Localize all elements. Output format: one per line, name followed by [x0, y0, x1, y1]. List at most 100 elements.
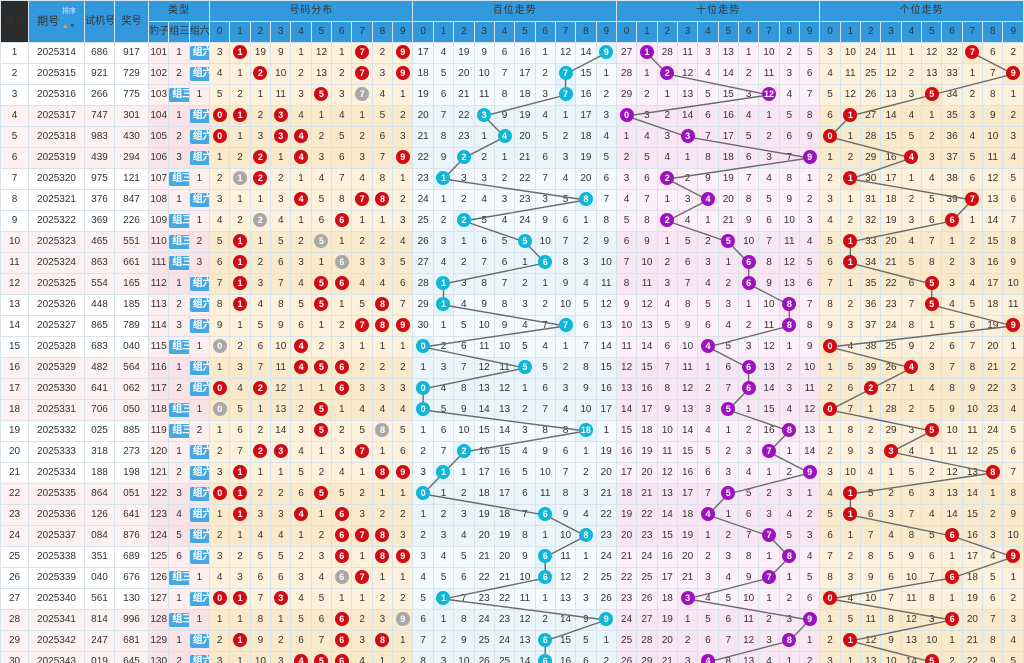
distribution-cell[interactable]: 4 [209, 210, 231, 232]
trend-miss-cell[interactable]: 3 [860, 441, 882, 463]
distribution-cell[interactable]: 6 [371, 126, 394, 148]
trend-miss-cell[interactable]: 10 [534, 462, 556, 484]
distribution-hit-cell[interactable]: 6 [331, 567, 353, 589]
trend-miss-cell[interactable]: 4 [778, 399, 801, 421]
trend-miss-cell[interactable]: 9 [554, 273, 577, 295]
trend-miss-cell[interactable]: 5 [514, 336, 536, 358]
trend-miss-cell[interactable]: 2 [798, 504, 821, 526]
trend-miss-cell[interactable]: 10 [514, 567, 536, 589]
trend-miss-cell[interactable]: 12 [982, 168, 1004, 190]
trend-miss-cell[interactable]: 10 [839, 462, 862, 484]
trend-miss-cell[interactable]: 9 [676, 315, 699, 337]
trend-miss-cell[interactable]: 1 [493, 147, 516, 169]
trend-miss-cell[interactable]: 5 [432, 399, 455, 421]
trend-hit-cell[interactable]: 8 [575, 189, 597, 211]
trend-miss-cell[interactable]: 9 [982, 105, 1004, 127]
trend-hit-cell[interactable]: 8 [778, 420, 801, 442]
trend-miss-cell[interactable]: 4 [717, 567, 739, 589]
trend-miss-cell[interactable]: 8 [758, 252, 780, 274]
trend-miss-cell[interactable]: 2 [432, 630, 455, 652]
distribution-cell[interactable]: 3 [351, 147, 373, 169]
distribution-cell[interactable]: 3 [229, 357, 251, 379]
distribution-hit-cell[interactable]: 6 [331, 504, 353, 526]
trend-miss-cell[interactable]: 5 [453, 546, 475, 568]
trend-hit-cell[interactable]: 9 [798, 147, 821, 169]
trend-miss-cell[interactable]: 9 [880, 630, 902, 652]
distribution-cell[interactable]: 6 [331, 147, 353, 169]
distribution-cell[interactable]: 3 [229, 567, 251, 589]
trend-miss-cell[interactable]: 2 [758, 126, 780, 148]
distribution-cell[interactable]: 3 [290, 84, 312, 106]
trend-miss-cell[interactable]: 8 [656, 378, 678, 400]
trend-miss-cell[interactable]: 8 [615, 273, 638, 295]
distribution-cell[interactable]: 6 [310, 210, 333, 232]
trend-hit-cell[interactable]: 4 [697, 651, 719, 663]
trend-miss-cell[interactable]: 20 [982, 336, 1004, 358]
trend-miss-cell[interactable]: 11 [860, 609, 882, 631]
trend-miss-cell[interactable]: 3 [737, 336, 760, 358]
trend-miss-cell[interactable]: 9 [982, 651, 1004, 663]
trend-hit-cell[interactable]: 1 [839, 168, 862, 190]
distribution-hit-cell[interactable]: 4 [290, 504, 312, 526]
trend-miss-cell[interactable]: 20 [615, 525, 638, 547]
trend-hit-cell[interactable]: 5 [921, 273, 943, 295]
trend-miss-cell[interactable]: 19 [656, 609, 678, 631]
trend-miss-cell[interactable]: 13 [473, 378, 495, 400]
trend-miss-cell[interactable]: 5 [900, 252, 923, 274]
trend-miss-cell[interactable]: 6 [839, 378, 862, 400]
trend-miss-cell[interactable]: 9 [534, 210, 556, 232]
trend-miss-cell[interactable]: 33 [941, 63, 963, 85]
trend-hit-cell[interactable]: 2 [453, 210, 475, 232]
trend-miss-cell[interactable]: 5 [697, 84, 719, 106]
trend-miss-cell[interactable]: 3 [921, 357, 943, 379]
col-header-prize-number[interactable]: 奖号 [114, 0, 149, 43]
trend-miss-cell[interactable]: 16 [676, 462, 699, 484]
distribution-cell[interactable]: 2 [331, 63, 353, 85]
trend-miss-cell[interactable]: 6 [575, 315, 597, 337]
col-header-shi-8[interactable]: 8 [778, 21, 801, 43]
trend-miss-cell[interactable]: 14 [473, 399, 495, 421]
trend-miss-cell[interactable]: 1 [656, 231, 678, 253]
trend-miss-cell[interactable]: 1 [758, 588, 780, 610]
trend-miss-cell[interactable]: 19 [595, 441, 617, 463]
col-header-bai-9[interactable]: 9 [595, 21, 617, 43]
trend-miss-cell[interactable]: 3 [961, 252, 984, 274]
distribution-cell[interactable]: 1 [351, 588, 373, 610]
trend-miss-cell[interactable]: 4 [554, 168, 577, 190]
distribution-hit-cell[interactable]: 3 [270, 588, 292, 610]
trend-miss-cell[interactable]: 7 [819, 273, 841, 295]
distribution-cell[interactable]: 1 [351, 105, 373, 127]
trend-miss-cell[interactable]: 3 [1002, 609, 1024, 631]
col-header-ge-2[interactable]: 2 [860, 21, 882, 43]
trend-miss-cell[interactable]: 2 [554, 126, 577, 148]
distribution-hit-cell[interactable]: 7 [351, 63, 373, 85]
trend-hit-cell[interactable]: 8 [982, 462, 1004, 484]
distribution-cell[interactable]: 6 [209, 252, 231, 274]
trend-miss-cell[interactable]: 2 [819, 441, 841, 463]
trend-miss-cell[interactable]: 2 [819, 378, 841, 400]
trend-miss-cell[interactable]: 1 [1002, 336, 1024, 358]
distribution-cell[interactable]: 12 [310, 42, 333, 64]
distribution-cell[interactable]: 3 [310, 147, 333, 169]
trend-miss-cell[interactable]: 9 [514, 546, 536, 568]
distribution-cell[interactable]: 5 [249, 315, 272, 337]
trend-miss-cell[interactable]: 4 [1002, 399, 1024, 421]
trend-miss-cell[interactable]: 2 [493, 168, 516, 190]
trend-miss-cell[interactable]: 4 [961, 126, 984, 148]
trend-miss-cell[interactable]: 10 [778, 210, 801, 232]
trend-miss-cell[interactable]: 3 [819, 651, 841, 663]
distribution-cell[interactable]: 13 [310, 63, 333, 85]
distribution-hit-cell[interactable]: 6 [331, 210, 353, 232]
cell-issue[interactable]: 2025321 [28, 189, 85, 211]
trend-miss-cell[interactable]: 2 [961, 84, 984, 106]
trend-hit-cell[interactable]: 9 [595, 42, 617, 64]
trend-miss-cell[interactable]: 16 [595, 378, 617, 400]
trend-hit-cell[interactable]: 0 [412, 378, 434, 400]
trend-miss-cell[interactable]: 32 [941, 42, 963, 64]
trend-miss-cell[interactable]: 3 [432, 651, 455, 663]
trend-hit-cell[interactable]: 1 [432, 588, 455, 610]
trend-miss-cell[interactable]: 1 [1002, 84, 1024, 106]
distribution-hit-cell[interactable]: 1 [229, 42, 251, 64]
distribution-cell[interactable]: 4 [290, 273, 312, 295]
trend-miss-cell[interactable]: 3 [656, 273, 678, 295]
